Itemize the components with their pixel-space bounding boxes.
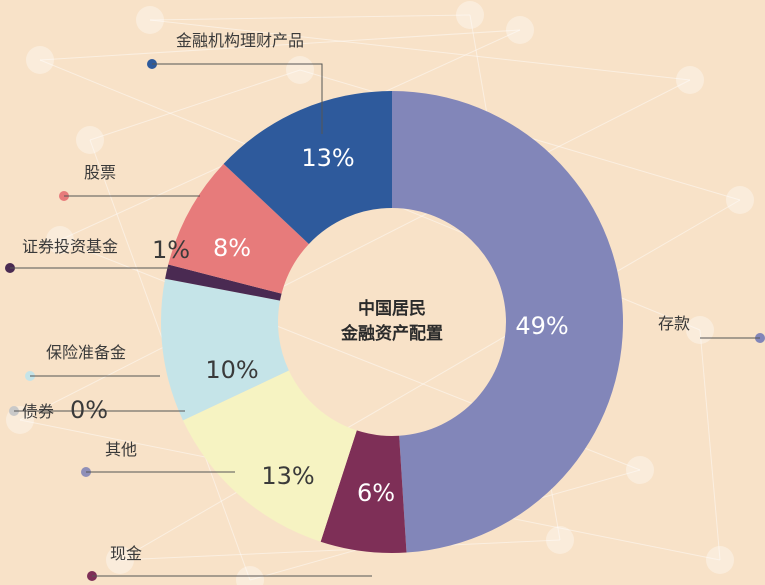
pie-slice-5 [165, 264, 282, 301]
slice-label-7: 金融机构理财产品 [176, 31, 304, 50]
leader-lines [5, 59, 765, 581]
pie-slice-2 [182, 370, 357, 542]
value-label-7: 13% [301, 144, 354, 172]
value-label-0: 49% [515, 312, 568, 340]
slice-label-2: 其他 [105, 440, 137, 459]
slice-label-5: 证券投资基金 [22, 237, 118, 256]
slice-label-1: 现金 [110, 544, 142, 563]
value-label-5: 1% [152, 236, 190, 264]
pie-slice-6 [168, 163, 309, 294]
value-label-1: 6% [357, 479, 395, 507]
value-label-3: 0% [70, 396, 108, 424]
slice-label-0: 存款 [658, 314, 690, 333]
slice-label-3: 债券 [22, 402, 54, 421]
center-label-line-2: 金融资产配置 [340, 323, 443, 344]
pie-slice-4 [161, 278, 289, 421]
value-label-6: 8% [213, 234, 251, 262]
slice-label-4: 保险准备金 [46, 343, 126, 362]
pie-slice-1 [320, 430, 407, 553]
center-label-line-1: 中国居民 [358, 298, 426, 319]
chart-labels: 存款 49% 现金 6% 其他 13% 债券 0% 保险准备金 10% 证券投资基金 1% 股票 8% 金融… [22, 31, 690, 563]
value-label-4: 10% [205, 356, 258, 384]
leader-line-7 [152, 63, 323, 134]
pie-slice-7 [223, 91, 392, 244]
donut-slices [161, 91, 623, 553]
pie-slice-0 [392, 91, 623, 553]
slice-label-6: 股票 [84, 163, 116, 182]
value-label-2: 13% [261, 462, 314, 490]
